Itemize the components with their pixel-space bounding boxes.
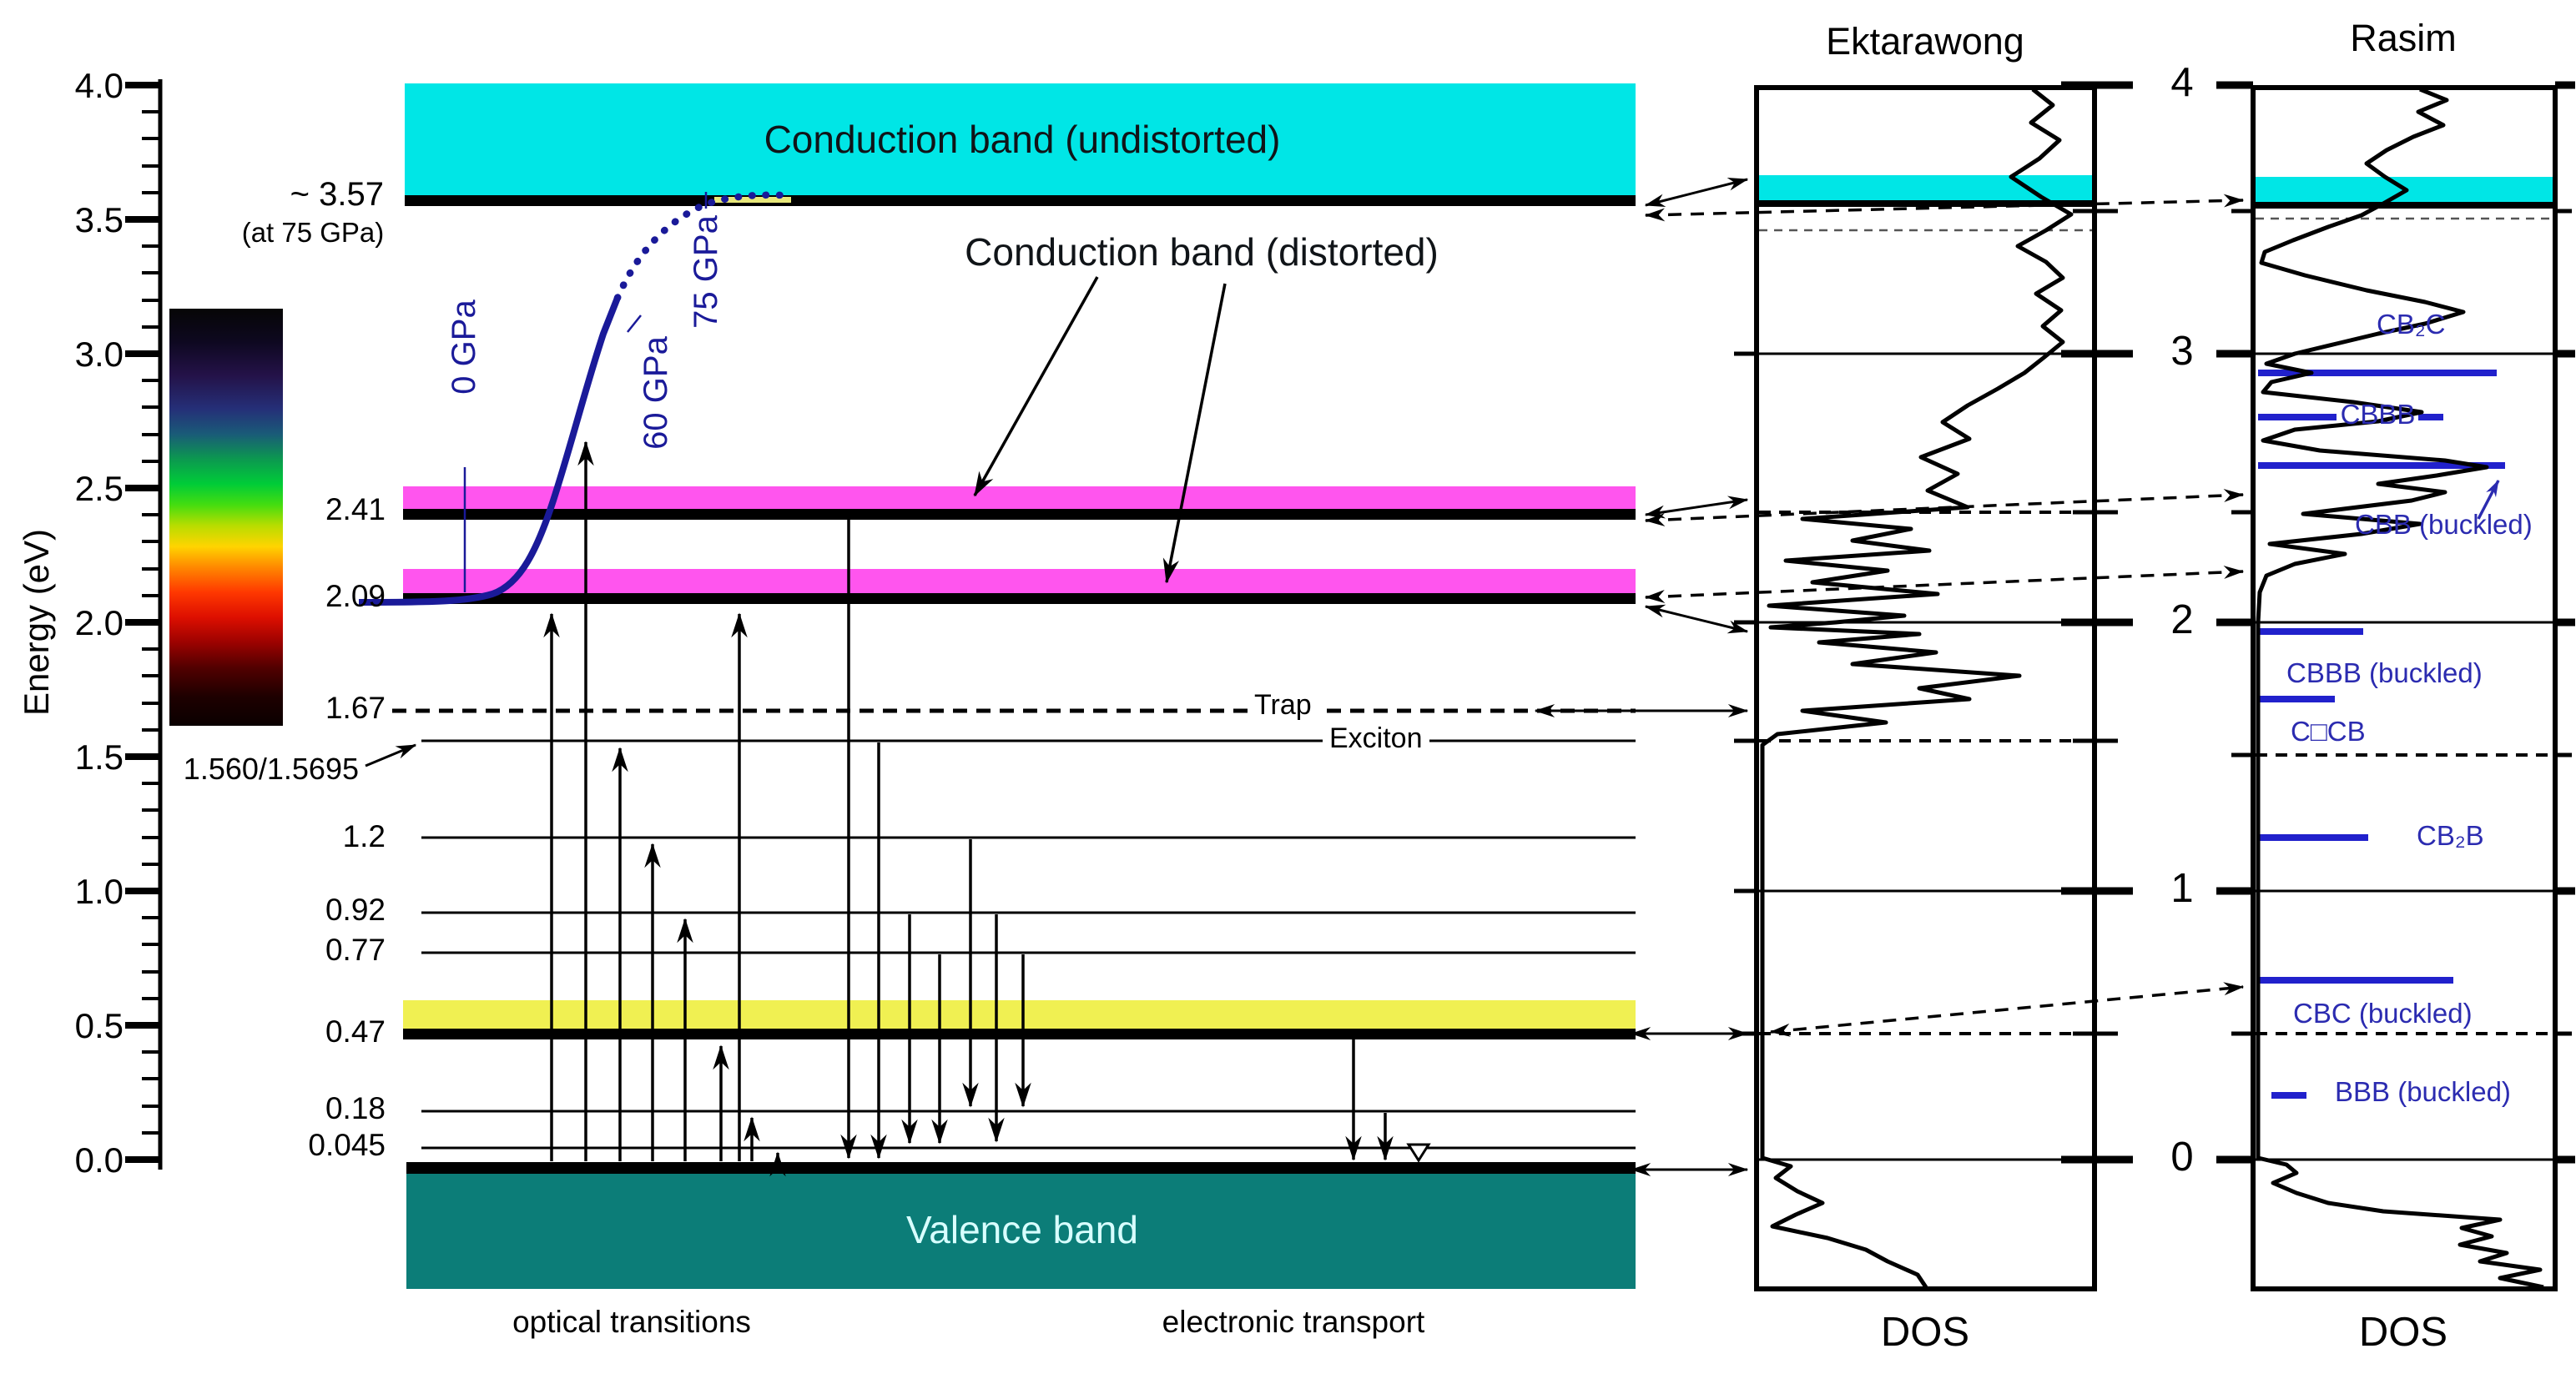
ektarawong-dos-curve (1760, 88, 2074, 1289)
optical-transition-up-arrows (543, 440, 786, 1177)
pressure-75gpa-label: 75 GPa (688, 215, 724, 329)
pressure-60gpa-leader (627, 315, 642, 333)
shared-tick-3: 3 (2170, 329, 2194, 374)
rasim-label-cb2c: CB₂C (2377, 309, 2446, 340)
tick-1.0: 1.0 (74, 872, 124, 911)
rasim-label-ccb: C□CB (2291, 716, 2366, 747)
level-0.045-label: 0.045 (308, 1128, 386, 1162)
valence-band-label: Valence band (906, 1208, 1138, 1251)
exciton-values-label: 1.560/1.5695 (183, 752, 359, 786)
level-0.47-line (403, 1029, 1636, 1039)
level-2.09-label: 2.09 (325, 579, 386, 613)
conduction-band-distorted-label: Conduction band (distorted) (965, 230, 1439, 274)
rasim-label-bbb-buckled: BBB (buckled) (2335, 1076, 2511, 1107)
optical-transition-down-arrows (840, 519, 1031, 1160)
pressure-curve-dotted (613, 191, 787, 302)
level-2.41-line (403, 509, 1636, 520)
shared-tick-2: 2 (2170, 597, 2194, 642)
ektarawong-xlabel: DOS (1880, 1310, 1970, 1355)
tick-0.0: 0.0 (74, 1140, 124, 1180)
tick-3.0: 3.0 (74, 335, 124, 374)
trap-label: Trap (1248, 690, 1318, 721)
cb-distorted-pointer-arrow-1 (973, 276, 1099, 497)
cbm-3.57-line (405, 195, 1636, 206)
level-2.41-label: 2.41 (325, 492, 386, 526)
level-1.67-label: 1.67 (325, 691, 386, 725)
rasim-cbb-pointer-arrow (2477, 480, 2500, 520)
pressure-curve-solid (358, 296, 621, 606)
conduction-band-distorted-lower (403, 569, 1636, 593)
level-3.57-note: (at 75 GPa) (241, 217, 385, 248)
ektarawong-left-ticks (1734, 351, 1757, 1036)
rasim-label-cb2b: CB₂B (2417, 820, 2484, 851)
shared-tick-1: 1 (2170, 866, 2194, 911)
level-3.57-label: ~ 3.57 (290, 176, 384, 213)
rasim-xlabel: DOS (2358, 1310, 2448, 1355)
shared-axis-minor-ticks (2073, 209, 2118, 1036)
conduction-band-undistorted (405, 83, 1636, 195)
shared-tick-0: 0 (2170, 1135, 2194, 1180)
rasim-left-minor-ticks (2231, 209, 2253, 1036)
optical-transitions-caption: optical transitions (512, 1305, 751, 1339)
rasim-integer-lines (2256, 352, 2553, 1161)
rasim-left-major-ticks (2216, 81, 2253, 1164)
cbm-75gpa-marker (714, 197, 791, 203)
rasim-right-major-ticks (2555, 81, 2575, 1164)
rasim-dos-curve (2256, 87, 2544, 1290)
level-0.47-label: 0.47 (325, 1014, 386, 1049)
tick-0.5: 0.5 (74, 1006, 124, 1045)
rasim-dashed-levels (2256, 753, 2553, 1035)
trap-band-yellow (403, 1000, 1636, 1029)
exciton-label: Exciton (1323, 723, 1429, 754)
rasim-label-cbc-buckled: CBC (buckled) (2293, 998, 2473, 1029)
rasim-label-cbb-buckled: CBB (buckled) (2355, 509, 2533, 540)
valence-band-edge-line (406, 1162, 1636, 1174)
rasim-label-cbbb: CBBB (2340, 399, 2416, 430)
energy-axis-major-ticks (125, 82, 160, 1163)
ektarawong-panel-box (1754, 85, 2097, 1291)
tick-4.0: 4.0 (74, 66, 124, 105)
tick-3.5: 3.5 (74, 200, 124, 239)
rasim-right-minor-ticks (2555, 209, 2572, 1036)
tick-1.5: 1.5 (74, 737, 124, 777)
valence-band (406, 1174, 1636, 1289)
pressure-60gpa-label: 60 GPa (638, 336, 674, 450)
rasim-label-cbbb-buckled: CBBB (buckled) (2286, 657, 2483, 688)
rasim-panel-box (2251, 85, 2558, 1291)
conduction-band-undistorted-label: Conduction band (undistorted) (764, 118, 1281, 161)
ektarawong-integer-lines (1759, 352, 2092, 1161)
ektarawong-title: Ektarawong (1826, 20, 2024, 63)
electronic-transport-caption: electronic transport (1162, 1305, 1425, 1339)
level-2.09-line (403, 593, 1636, 604)
level-0.18-label: 0.18 (325, 1091, 386, 1125)
level-0.77-label: 0.77 (325, 933, 386, 967)
energy-axis-minor-ticks (142, 110, 160, 1135)
cb-distorted-pointer-arrow-2 (1162, 283, 1227, 584)
pressure-colorbar (169, 309, 283, 726)
tick-2.5: 2.5 (74, 469, 124, 508)
tick-2.0: 2.0 (74, 603, 124, 642)
pressure-0gpa-label: 0 GPa (446, 299, 482, 395)
level-0.92-label: 0.92 (325, 893, 386, 927)
exciton-value-pointer-arrow (365, 743, 417, 767)
shared-tick-4: 4 (2170, 60, 2194, 105)
shared-axis-major-ticks (2061, 81, 2133, 1164)
level-1.2-label: 1.2 (342, 819, 386, 853)
electronic-transport-arrows (1345, 1039, 1431, 1163)
conduction-band-distorted-upper (403, 486, 1636, 509)
rasim-title: Rasim (2350, 17, 2457, 59)
